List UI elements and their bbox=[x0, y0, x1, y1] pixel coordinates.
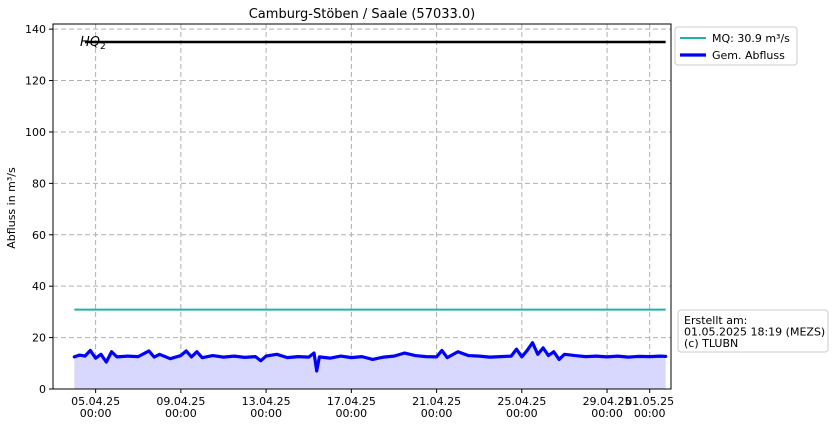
x-tick-label-date: 17.04.25 bbox=[327, 395, 376, 408]
x-tick-label-time: 00:00 bbox=[634, 407, 666, 420]
y-tick-label: 0 bbox=[39, 383, 46, 396]
plot-frame bbox=[52, 23, 672, 390]
y-tick-label: 100 bbox=[25, 126, 46, 139]
y-tick-label: 60 bbox=[32, 229, 46, 242]
area-fill bbox=[74, 342, 666, 389]
x-tick-label-date: 29.04.25 bbox=[583, 395, 632, 408]
x-tick-label-date: 13.04.25 bbox=[242, 395, 291, 408]
reference-lines bbox=[74, 40, 666, 311]
y-axis-ticks: 0 20 40 60 80 100 120 140 bbox=[25, 23, 53, 396]
x-tick-label-time: 00:00 bbox=[250, 407, 282, 420]
x-tick-label-time: 00:00 bbox=[335, 407, 367, 420]
y-tick-label: 80 bbox=[32, 177, 46, 190]
x-tick-label-date: 01.05.25 bbox=[625, 395, 674, 408]
legend-mq-label: MQ: 30.9 m³/s bbox=[712, 32, 790, 45]
legend: MQ: 30.9 m³/s Gem. Abfluss bbox=[674, 26, 798, 66]
plot-area bbox=[53, 24, 671, 389]
plot-background bbox=[53, 24, 671, 389]
y-tick-label: 120 bbox=[25, 75, 46, 88]
grid-lines bbox=[53, 24, 671, 390]
creation-note-line: Erstellt am: bbox=[684, 314, 747, 327]
y-axis-label: Abfluss in m³/s bbox=[5, 167, 18, 249]
hq2-text: HQ2 bbox=[80, 35, 106, 52]
hq-subscript: 2 bbox=[100, 42, 106, 52]
discharge-series-line bbox=[72, 341, 668, 373]
x-tick-label-date: 25.04.25 bbox=[497, 395, 546, 408]
legend-series-label: Gem. Abfluss bbox=[712, 49, 785, 62]
creation-note: Erstellt am:01.05.2025 18:19 (MEZS)(c) T… bbox=[677, 309, 829, 353]
series-lines bbox=[72, 341, 668, 373]
creation-note-box bbox=[677, 309, 829, 353]
x-tick-label-time: 00:00 bbox=[165, 407, 197, 420]
hq2-label: HQ2 bbox=[80, 35, 106, 52]
x-tick-label-time: 00:00 bbox=[421, 407, 453, 420]
x-axis-ticks: 05.04.2500:0009.04.2500:0013.04.2500:001… bbox=[71, 389, 674, 420]
x-tick-label-date: 21.04.25 bbox=[412, 395, 461, 408]
x-tick-label-time: 00:00 bbox=[506, 407, 538, 420]
discharge-area-fill bbox=[74, 342, 666, 389]
creation-note-line: (c) TLUBN bbox=[684, 337, 738, 350]
x-tick-label-date: 05.04.25 bbox=[71, 395, 120, 408]
x-tick-label-date: 09.04.25 bbox=[156, 395, 205, 408]
y-tick-label: 140 bbox=[25, 23, 46, 36]
x-tick-label-time: 00:00 bbox=[80, 407, 112, 420]
hq-main: HQ bbox=[80, 35, 100, 50]
plot-border bbox=[52, 23, 672, 390]
y-tick-label: 40 bbox=[32, 280, 46, 293]
chart-title: Camburg-Stöben / Saale (57033.0) bbox=[249, 7, 476, 22]
x-tick-label-time: 00:00 bbox=[591, 407, 623, 420]
y-tick-label: 20 bbox=[32, 332, 46, 345]
creation-note-line: 01.05.2025 18:19 (MEZS) bbox=[684, 326, 825, 339]
